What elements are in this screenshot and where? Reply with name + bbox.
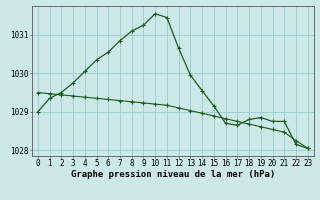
X-axis label: Graphe pression niveau de la mer (hPa): Graphe pression niveau de la mer (hPa) — [71, 170, 275, 179]
